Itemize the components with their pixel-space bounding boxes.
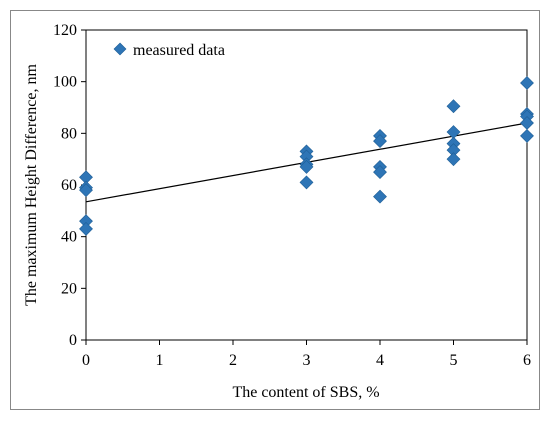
- data-point: [373, 165, 387, 180]
- x-axis: 0 1 2 3 4 5 6: [82, 340, 531, 369]
- legend-marker: [113, 42, 127, 56]
- y-tick-label: 80: [61, 125, 77, 142]
- scatter-chart: 0 20 40 60 80 100 120 0 1 2 3 4 5 6 measured data Th…: [10, 10, 540, 410]
- y-tick-label: 120: [53, 22, 77, 39]
- data-point: [79, 183, 93, 198]
- chart-border: [10, 10, 540, 410]
- legend: measured data: [113, 42, 225, 59]
- y-axis: 0 20 40 60 80 100 120: [53, 22, 86, 349]
- x-tick-label: 3: [303, 352, 311, 369]
- y-tick-label: 20: [61, 280, 77, 297]
- chart-frame: 0 20 40 60 80 100 120 0 1 2 3 4 5 6 measured data Th…: [10, 10, 540, 410]
- x-tick-label: 0: [82, 352, 90, 369]
- data-point: [299, 159, 314, 174]
- data-point: [520, 128, 534, 143]
- y-axis-label: The maximum Height Difference, nm: [23, 64, 40, 306]
- x-tick-label: 1: [156, 352, 164, 369]
- x-tick-label: 2: [229, 352, 237, 369]
- x-tick-label: 5: [450, 352, 458, 369]
- legend-label: measured data: [133, 42, 225, 59]
- data-points: [79, 76, 534, 236]
- x-tick-label: 4: [376, 352, 384, 369]
- data-point: [299, 175, 314, 190]
- data-point: [446, 99, 461, 114]
- data-point: [520, 76, 534, 90]
- data-point: [373, 134, 387, 149]
- y-tick-label: 60: [61, 177, 77, 194]
- x-axis-label: The content of SBS, %: [232, 384, 379, 401]
- y-tick-label: 40: [61, 229, 77, 246]
- data-point: [446, 152, 461, 167]
- data-point: [373, 189, 387, 204]
- y-tick-label: 100: [53, 74, 77, 91]
- data-point: [79, 221, 93, 236]
- y-tick-label: 0: [69, 332, 77, 349]
- x-tick-label: 6: [523, 352, 531, 369]
